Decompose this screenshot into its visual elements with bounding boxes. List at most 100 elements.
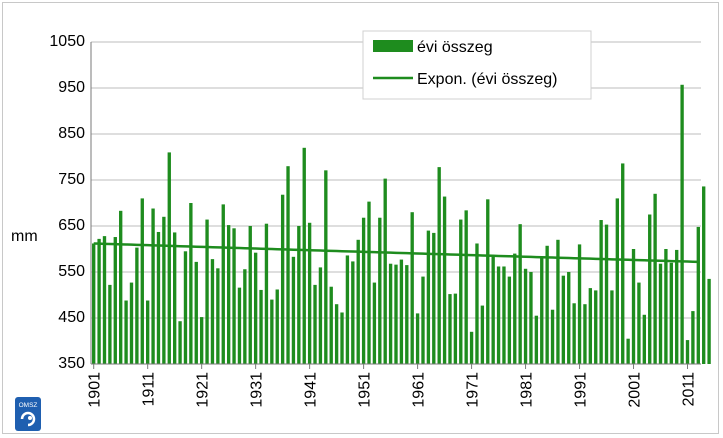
bar bbox=[669, 262, 673, 364]
x-tick-label: 2001 bbox=[627, 372, 644, 408]
bar bbox=[140, 198, 144, 364]
legend-trend-label: Expon. (évi összeg) bbox=[417, 71, 558, 88]
bar bbox=[432, 232, 436, 364]
bar bbox=[426, 230, 431, 364]
bar bbox=[248, 226, 252, 364]
bar bbox=[599, 220, 603, 364]
bar bbox=[583, 304, 587, 364]
bar bbox=[97, 238, 101, 364]
bar bbox=[626, 338, 630, 364]
bar bbox=[226, 225, 231, 364]
bar bbox=[642, 314, 646, 364]
bar bbox=[610, 290, 614, 364]
legend-bar-label: évi összeg bbox=[417, 39, 493, 56]
bar bbox=[108, 284, 112, 364]
x-tick-label: 1941 bbox=[303, 372, 320, 408]
bar bbox=[172, 232, 177, 364]
bar bbox=[675, 249, 679, 364]
bar bbox=[594, 290, 598, 364]
bar bbox=[135, 247, 139, 364]
bar bbox=[604, 224, 609, 364]
bar bbox=[378, 217, 382, 364]
bar bbox=[707, 278, 711, 364]
bar bbox=[529, 272, 533, 364]
bar bbox=[664, 249, 668, 364]
y-tick-label: 650 bbox=[58, 217, 85, 234]
bar bbox=[491, 256, 495, 364]
bar bbox=[680, 84, 684, 364]
bar bbox=[102, 236, 107, 364]
x-tick-label: 1901 bbox=[87, 372, 104, 408]
bar bbox=[275, 289, 279, 364]
bar bbox=[648, 214, 652, 364]
bar bbox=[518, 224, 522, 364]
bar bbox=[232, 228, 236, 364]
bar bbox=[399, 259, 404, 364]
bar bbox=[383, 178, 387, 364]
bar bbox=[156, 231, 161, 364]
bar bbox=[124, 300, 128, 364]
x-tick-label: 1961 bbox=[411, 372, 428, 408]
bar bbox=[561, 275, 566, 364]
bar bbox=[151, 208, 155, 364]
bar bbox=[307, 222, 312, 364]
legend-bar-swatch bbox=[373, 40, 413, 52]
axes bbox=[90, 42, 701, 365]
x-tick-label: 2011 bbox=[681, 372, 698, 407]
bar bbox=[702, 186, 706, 364]
bar bbox=[415, 313, 420, 364]
bar bbox=[216, 268, 220, 364]
bar bbox=[405, 265, 409, 364]
bar bbox=[178, 321, 182, 364]
bar bbox=[448, 294, 452, 364]
bar bbox=[194, 261, 198, 364]
bar bbox=[523, 268, 528, 364]
bar bbox=[442, 196, 447, 364]
x-tick-labels: 1901 1911 1921 1931 1941 1951 1961 1971 1981 1991… bbox=[87, 364, 698, 408]
bar bbox=[545, 245, 549, 364]
bar bbox=[453, 293, 458, 364]
bar bbox=[459, 219, 463, 364]
bar bbox=[685, 340, 690, 364]
bar bbox=[302, 147, 306, 364]
bar bbox=[437, 167, 441, 364]
bar bbox=[345, 255, 350, 364]
omsz-logo-text: OMSZ bbox=[19, 402, 38, 409]
y-tick-label: 450 bbox=[58, 309, 85, 326]
y-tick-label: 950 bbox=[58, 79, 85, 96]
bar bbox=[253, 252, 258, 364]
bar bbox=[210, 259, 215, 364]
bar bbox=[637, 282, 641, 364]
y-tick-label: 750 bbox=[58, 171, 85, 188]
bar bbox=[556, 239, 560, 364]
bar bbox=[502, 266, 506, 364]
bar bbox=[334, 304, 339, 364]
bar bbox=[340, 312, 344, 364]
bar bbox=[129, 282, 134, 364]
bar bbox=[658, 263, 663, 364]
bar bbox=[92, 243, 96, 364]
y-tick-label: 1050 bbox=[49, 33, 85, 50]
bar bbox=[691, 311, 695, 364]
bar bbox=[205, 219, 209, 364]
bar bbox=[167, 152, 171, 364]
bar bbox=[286, 166, 290, 364]
bar bbox=[162, 216, 166, 364]
bar bbox=[243, 269, 247, 364]
y-axis-label: mm bbox=[11, 228, 38, 245]
y-tick-label: 550 bbox=[58, 263, 85, 280]
bar bbox=[361, 217, 366, 364]
bar bbox=[486, 199, 490, 364]
bar bbox=[615, 198, 620, 364]
bar bbox=[388, 263, 393, 364]
bar bbox=[475, 243, 479, 364]
trend-series bbox=[93, 242, 699, 264]
bar bbox=[421, 276, 425, 364]
legend: évi összeg Expon. (évi összeg) bbox=[362, 30, 592, 100]
y-tick-label: 850 bbox=[58, 125, 85, 142]
bar bbox=[264, 223, 269, 364]
bar bbox=[696, 226, 700, 364]
bar bbox=[356, 239, 360, 364]
bar bbox=[291, 256, 296, 364]
